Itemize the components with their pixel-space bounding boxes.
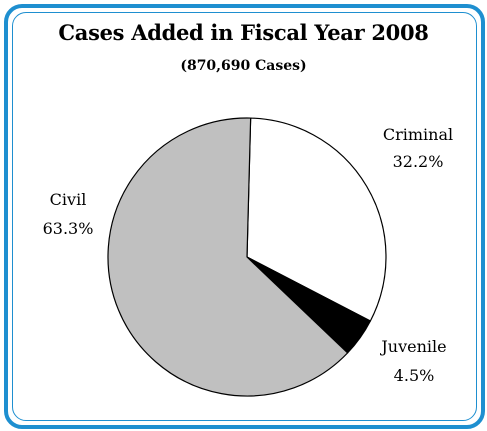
- chart-frame-inner-border: [12, 12, 477, 421]
- pie-slice-criminal: [246, 117, 387, 322]
- slice-value-criminal: 32.2%: [393, 152, 444, 171]
- pie-labels: Criminal 32.2% Juvenile 4.5% Civil 63.3%: [43, 125, 454, 385]
- slice-label-civil: Civil: [50, 190, 87, 209]
- slice-value-juvenile: 4.5%: [394, 366, 435, 385]
- slice-value-civil: 63.3%: [43, 219, 94, 238]
- slice-label-juvenile: Juvenile: [379, 337, 446, 356]
- pie-slices: [107, 117, 387, 397]
- pie-slice-civil: [107, 117, 349, 397]
- chart-subtitle: (870,690 Cases): [180, 58, 307, 74]
- chart-title: Cases Added in Fiscal Year 2008: [58, 20, 429, 45]
- slice-label-criminal: Criminal: [383, 125, 453, 144]
